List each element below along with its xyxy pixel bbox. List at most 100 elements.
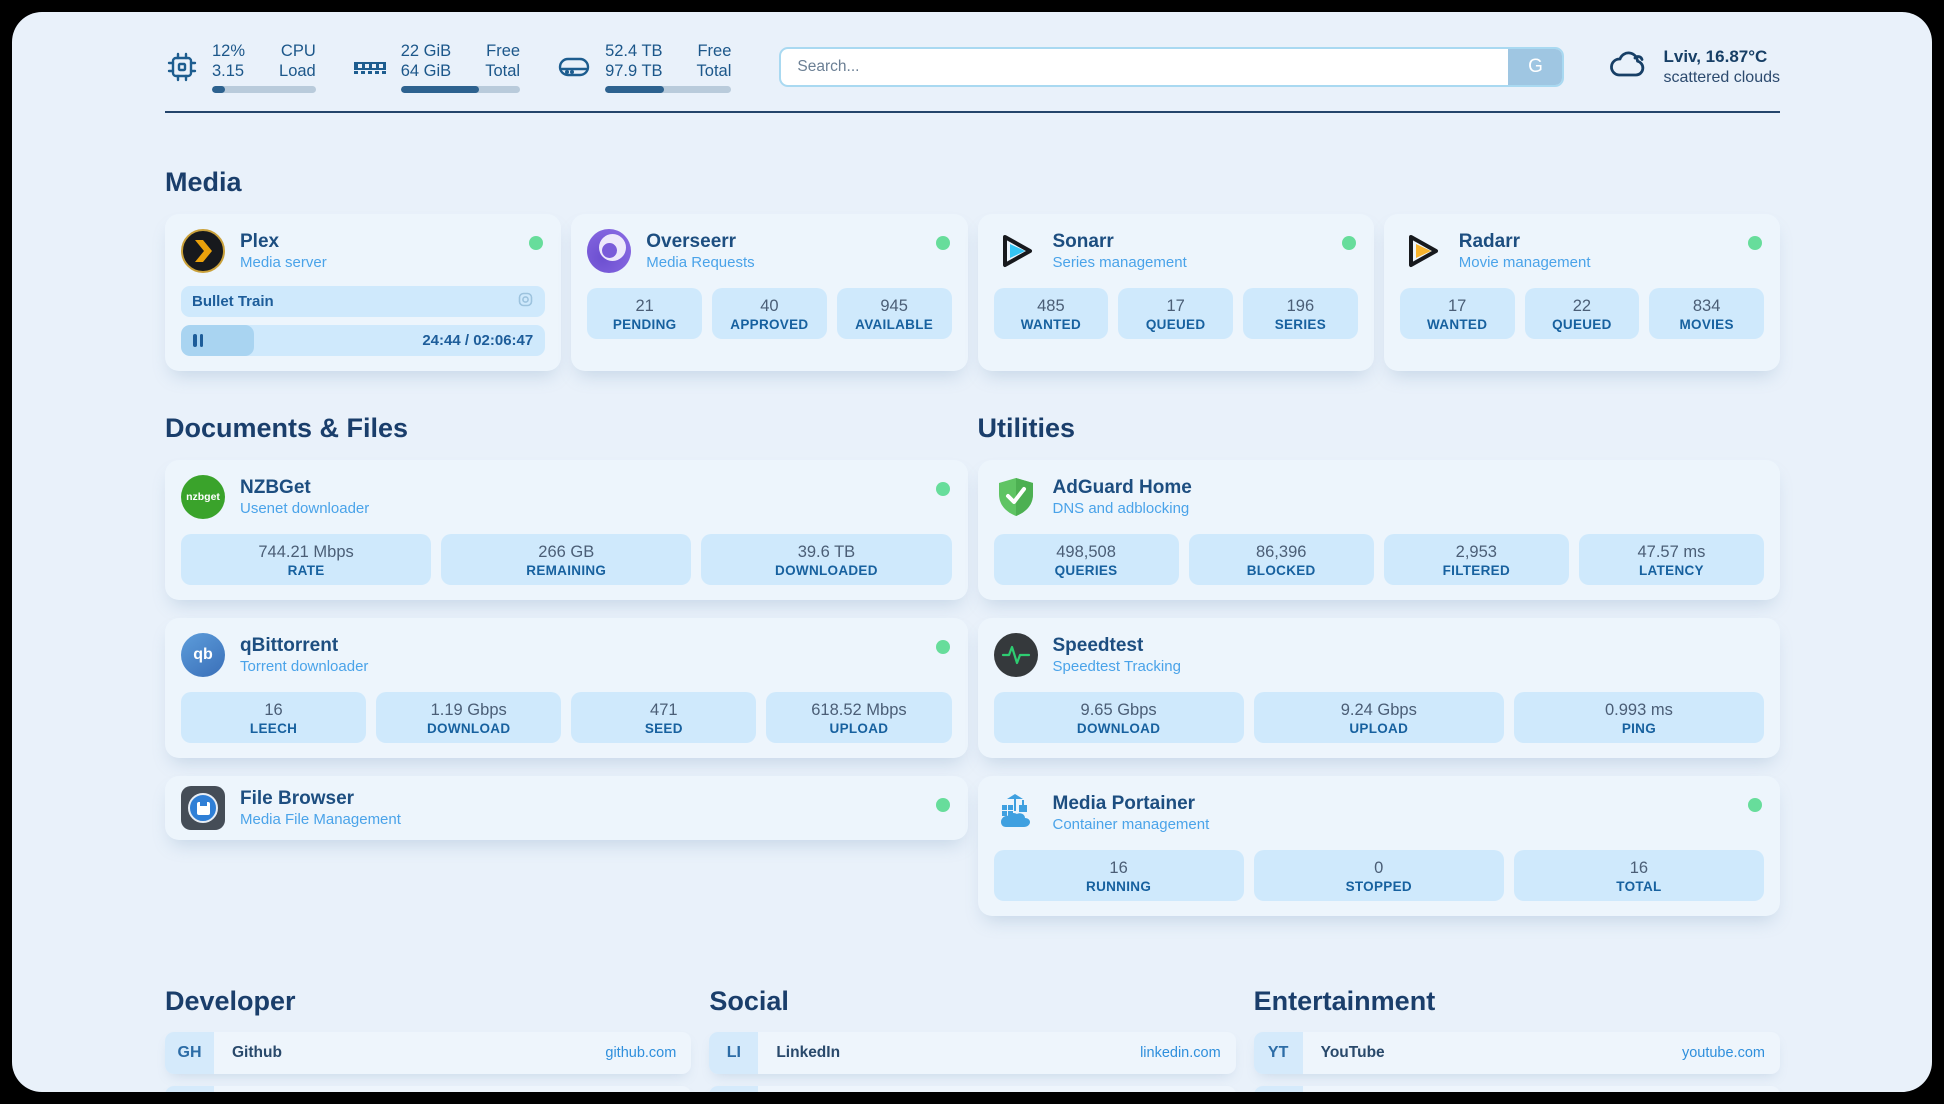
app-name: AdGuard Home: [1052, 477, 1192, 498]
overseerr-icon: [587, 229, 632, 273]
app-name: Plex: [240, 231, 280, 252]
app-name: Radarr: [1458, 231, 1520, 252]
bookmark-youtube[interactable]: YT YouTube youtube.com: [1253, 1032, 1780, 1074]
bookmark-group-entertainment: Entertainment YT YouTube youtube.com NF …: [1253, 986, 1780, 1092]
ram-free-value: 22 GiB: [400, 42, 452, 60]
stat-pill: 22 QUEUED: [1524, 288, 1640, 339]
app-subtitle: Usenet downloader: [240, 500, 370, 517]
stat-pill: 2,953 FILTERED: [1383, 534, 1569, 585]
bookmark-name: YouTube: [1320, 1044, 1385, 1061]
search-input[interactable]: [779, 47, 1565, 87]
app-subtitle: Container management: [1052, 816, 1210, 833]
qbittorrent-icon: qb: [181, 633, 225, 677]
section-title-social: Social: [709, 986, 789, 1016]
search-bar: G: [779, 47, 1565, 87]
status-online-dot: [935, 482, 950, 496]
stat-pill: 9.24 Gbps UPLOAD: [1253, 692, 1504, 743]
portainer-icon: [994, 791, 1038, 835]
search-provider-button[interactable]: G: [1508, 49, 1563, 85]
section-title-developer: Developer: [165, 986, 296, 1016]
cpu-icon: [165, 50, 199, 84]
status-online-dot: [529, 236, 544, 250]
bookmark-twitter[interactable]: TW Twitter twitter.com: [709, 1086, 1236, 1092]
bookmark-github[interactable]: GH Github github.com: [165, 1032, 692, 1074]
app-name: Media Portainer: [1052, 793, 1196, 814]
weather-location-temp: Lviv, 16.87°C: [1663, 47, 1768, 66]
app-card-overseerr[interactable]: Overseerr Media Requests 21 PENDING 40 A…: [571, 214, 968, 371]
stat-pill: 834 MOVIES: [1649, 288, 1764, 339]
bookmark-stackoverflow[interactable]: SO StackOverflow stackoverflow.com: [165, 1086, 692, 1092]
cloud-icon: [1608, 47, 1650, 88]
ram-icon: [352, 50, 388, 84]
app-subtitle: Series management: [1052, 254, 1187, 271]
bookmark-name: LinkedIn: [776, 1044, 841, 1061]
app-name: Sonarr: [1052, 231, 1114, 252]
stat-pill: 39.6 TB DOWNLOADED: [701, 534, 952, 585]
app-card-portainer[interactable]: Media Portainer Container management 16 …: [977, 776, 1780, 916]
app-card-adguard[interactable]: AdGuard Home DNS and adblocking 498,508 …: [977, 460, 1780, 600]
filebrowser-icon: [181, 786, 225, 830]
ram-free-label: Free: [486, 42, 521, 60]
app-card-speedtest[interactable]: Speedtest Speedtest Tracking 9.65 Gbps D…: [977, 618, 1780, 758]
radarr-icon: [1400, 229, 1444, 273]
plex-icon: [181, 229, 225, 273]
system-stats: 12% CPU 3.15 Load: [165, 41, 732, 93]
status-online-dot: [935, 798, 950, 812]
ram-total-value: 64 GiB: [400, 62, 452, 80]
stat-pill: 498,508 QUERIES: [993, 534, 1179, 585]
app-subtitle: Torrent downloader: [240, 658, 369, 675]
bookmark-abbr: NF: [1253, 1086, 1303, 1092]
stat-pill: 16 LEECH: [181, 692, 367, 743]
app-name: Speedtest: [1052, 635, 1144, 656]
stat-pill: 266 GB REMAINING: [441, 534, 692, 585]
nzbget-icon: nzbget: [181, 475, 225, 519]
cpu-usage-label: CPU: [280, 42, 316, 60]
app-subtitle: Media Requests: [646, 254, 755, 271]
section-title-media: Media: [165, 167, 242, 197]
stat-pill: 744.21 Mbps RATE: [181, 534, 432, 585]
app-card-radarr[interactable]: Radarr Movie management 17 WANTED 22 QUE…: [1383, 214, 1780, 371]
dashboard-panel: 12% CPU 3.15 Load: [12, 12, 1932, 1092]
stat-pill: 618.52 Mbps UPLOAD: [766, 692, 952, 743]
stat-pill: 9.65 Gbps DOWNLOAD: [993, 692, 1244, 743]
speedtest-icon: [993, 633, 1038, 677]
pause-icon: [193, 334, 203, 347]
cpu-usage-value: 12%: [212, 42, 246, 60]
app-card-nzbget[interactable]: nzbget NZBGet Usenet downloader 744.21 M…: [165, 460, 968, 600]
stat-pill: 17 WANTED: [1399, 288, 1515, 339]
header-divider: [165, 111, 1780, 113]
bookmark-abbr: LI: [709, 1032, 759, 1074]
disk-total-value: 97.9 TB: [605, 62, 663, 80]
weather-widget[interactable]: Lviv, 16.87°C scattered clouds: [1608, 46, 1780, 88]
app-card-filebrowser[interactable]: File Browser Media File Management: [165, 776, 968, 840]
stat-pill: 86,396 BLOCKED: [1188, 534, 1374, 585]
bookmark-netflix[interactable]: NF Netflix netflix.com: [1253, 1086, 1780, 1092]
disk-free-label: Free: [697, 42, 732, 60]
top-bar: 12% CPU 3.15 Load: [165, 38, 1780, 96]
status-online-dot: [1341, 236, 1356, 250]
status-online-dot: [1748, 798, 1762, 812]
playback-progress-bar: 24:44 / 02:06:47: [181, 325, 546, 356]
app-card-plex[interactable]: Plex Media server Bullet Train: [165, 214, 562, 371]
bookmark-linkedin[interactable]: LI LinkedIn linkedin.com: [709, 1032, 1236, 1074]
status-online-dot: [1748, 236, 1762, 250]
memory-stat: 22 GiB Free 64 GiB Total: [352, 41, 521, 93]
adguard-icon: [994, 475, 1038, 519]
bookmark-abbr: GH: [165, 1032, 214, 1074]
status-online-dot: [935, 640, 950, 654]
app-name: NZBGet: [240, 477, 311, 498]
app-name: qBittorrent: [240, 635, 339, 656]
bookmark-group-developer: Developer GH Github github.com SO StackO…: [165, 986, 692, 1092]
stat-pill: 40 APPROVED: [712, 288, 827, 339]
status-online-dot: [935, 236, 950, 250]
stat-pill: 16 TOTAL: [1513, 850, 1765, 901]
section-title-utilities: Utilities: [977, 413, 1076, 443]
app-card-qbittorrent[interactable]: qb qBittorrent Torrent downloader 16 LEE…: [165, 618, 968, 758]
stat-pill: 1.19 Gbps DOWNLOAD: [376, 692, 562, 743]
app-card-sonarr[interactable]: Sonarr Series management 485 WANTED 17 Q…: [977, 214, 1374, 371]
cpu-load-value: 3.15: [212, 62, 245, 80]
section-media: Media Plex Media server B: [165, 167, 1780, 371]
app-name: File Browser: [240, 788, 355, 809]
bookmark-abbr: SO: [165, 1086, 214, 1092]
section-title-entertainment: Entertainment: [1253, 986, 1436, 1016]
